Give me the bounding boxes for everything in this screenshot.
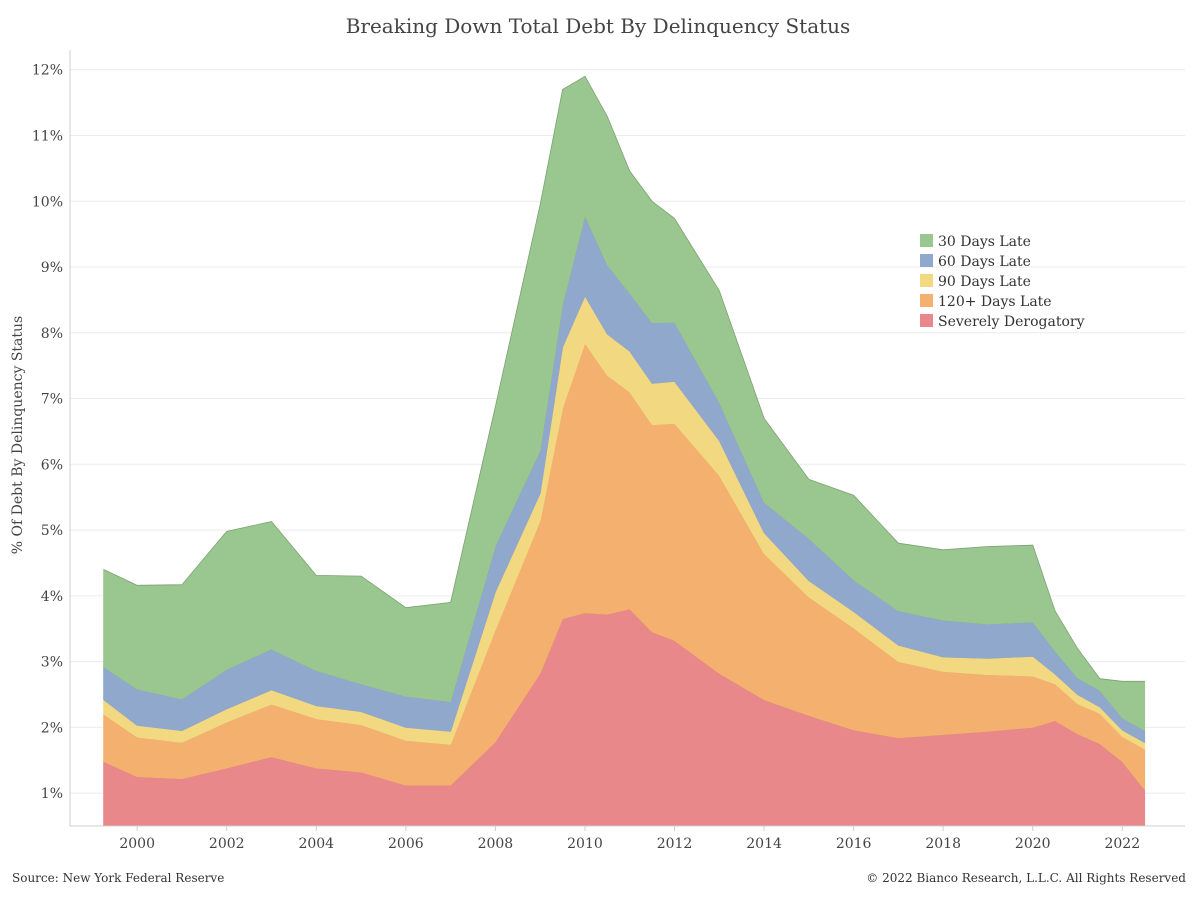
stacked-areas — [103, 75, 1146, 827]
x-tick-label: 2000 — [119, 836, 155, 852]
source-note: Source: New York Federal Reserve — [12, 871, 224, 885]
x-tick-label: 2022 — [1104, 836, 1140, 852]
legend-label: 90 Days Late — [938, 274, 1031, 290]
y-tick-label: 6% — [41, 457, 63, 473]
copyright-note: © 2022 Bianco Research, L.L.C. All Right… — [866, 871, 1186, 885]
legend-label: Severely Derogatory — [938, 314, 1085, 330]
legend-swatch — [920, 294, 933, 307]
axes: 1% 2% 3% 4% 5% 6% 7% 8% 9% 10% 11% 12% 2000 2002 2004 2… — [32, 50, 1185, 852]
legend-label: 120+ Days Late — [938, 294, 1052, 310]
y-tick-label: 8% — [41, 326, 63, 342]
x-tick-label: 2002 — [209, 836, 245, 852]
x-tick-label: 2018 — [925, 836, 961, 852]
y-axis-label: % Of Debt By Delinquency Status — [10, 316, 26, 554]
y-tick-label: 7% — [41, 392, 63, 408]
x-tick-label: 2010 — [567, 836, 603, 852]
area-30-days-late — [103, 75, 1146, 731]
x-tick-label: 2012 — [657, 836, 693, 852]
legend-label: 30 Days Late — [938, 234, 1031, 250]
y-tick-label: 12% — [32, 63, 63, 79]
legend-swatch — [920, 274, 933, 287]
legend-swatch — [920, 234, 933, 247]
y-tick-label: 4% — [41, 589, 63, 605]
x-tick-label: 2008 — [478, 836, 514, 852]
legend-swatch — [920, 314, 933, 327]
y-tick-label: 9% — [41, 260, 63, 276]
x-tick-label: 2006 — [388, 836, 424, 852]
y-tick-label: 10% — [32, 194, 63, 210]
area-edge — [103, 75, 1145, 682]
y-tick-label: 3% — [41, 655, 63, 671]
y-tick-label: 11% — [32, 128, 63, 144]
x-tick-label: 2004 — [298, 836, 334, 852]
y-tick-label: 5% — [41, 523, 63, 539]
y-tick-label: 1% — [41, 786, 63, 802]
legend: 30 Days Late 60 Days Late 90 Days Late 120+… — [920, 234, 1085, 330]
x-tick-label: 2016 — [836, 836, 872, 852]
y-tick-label: 2% — [41, 720, 63, 736]
x-tick-label: 2020 — [1015, 836, 1051, 852]
chart-title: Breaking Down Total Debt By Delinquency … — [346, 14, 851, 38]
x-tick-label: 2014 — [746, 836, 782, 852]
legend-label: 60 Days Late — [938, 254, 1031, 270]
legend-swatch — [920, 254, 933, 267]
